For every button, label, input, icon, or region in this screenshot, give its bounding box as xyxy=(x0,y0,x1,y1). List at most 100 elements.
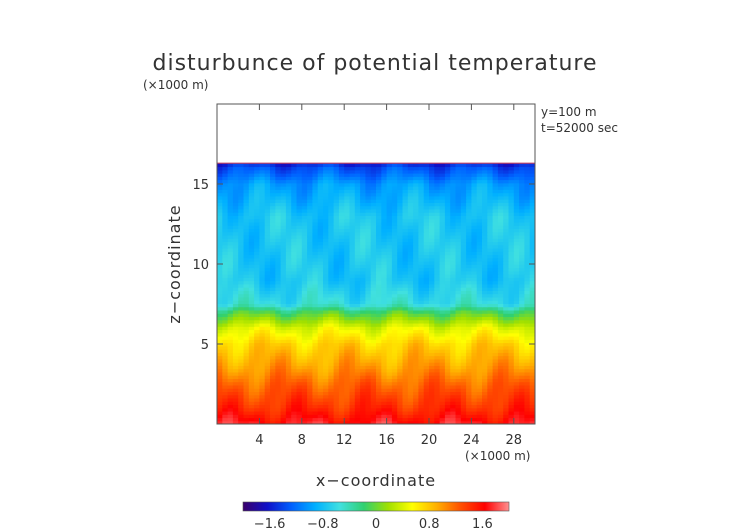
heatmap-cell xyxy=(492,225,499,229)
heatmap-cell xyxy=(238,404,245,409)
heatmap-cell xyxy=(264,221,271,226)
heatmap-cell xyxy=(301,218,308,223)
heatmap-cell xyxy=(222,391,229,396)
heatmap-cell xyxy=(232,225,239,229)
heatmap-cell xyxy=(227,362,234,366)
heatmap-cell xyxy=(487,306,494,311)
heatmap-cell xyxy=(344,189,351,194)
heatmap-cell xyxy=(280,208,287,213)
heatmap-cell xyxy=(402,234,409,239)
heatmap-cell xyxy=(323,384,329,389)
heatmap-cell xyxy=(513,283,520,288)
heatmap-cell xyxy=(439,234,446,239)
heatmap-cell xyxy=(338,388,345,392)
heatmap-cell xyxy=(280,355,287,360)
heatmap-cell xyxy=(243,280,250,285)
heatmap-cell xyxy=(301,234,308,239)
heatmap-cell xyxy=(407,264,414,269)
heatmap-cell xyxy=(503,381,510,386)
heatmap-cell xyxy=(370,195,377,200)
heatmap-cell xyxy=(529,247,535,252)
heatmap-cell xyxy=(349,241,356,246)
heatmap-cell xyxy=(434,339,441,344)
heatmap-cell xyxy=(434,195,441,200)
heatmap-cell xyxy=(439,172,446,177)
heatmap-cell xyxy=(365,375,372,379)
heatmap-cell xyxy=(476,199,483,203)
heatmap-cell xyxy=(280,319,287,324)
heatmap-cell xyxy=(248,267,255,272)
heatmap-cell xyxy=(407,205,414,210)
heatmap-cell xyxy=(482,371,488,376)
heatmap-cell xyxy=(407,283,414,288)
heatmap-cell xyxy=(222,166,229,171)
heatmap-cell xyxy=(227,169,234,174)
heatmap-cell xyxy=(280,195,287,200)
heatmap-cell xyxy=(482,381,488,386)
heatmap-cell xyxy=(450,322,457,327)
heatmap-cell xyxy=(471,313,478,318)
heatmap-cell xyxy=(227,326,234,331)
heatmap-cell xyxy=(434,352,441,357)
heatmap-cell xyxy=(259,384,266,389)
heatmap-cell xyxy=(524,257,531,262)
heatmap-cell xyxy=(450,274,457,278)
heatmap-cell xyxy=(232,179,239,184)
heatmap-cell xyxy=(423,192,430,197)
heatmap-cell xyxy=(418,163,425,168)
heatmap-cell xyxy=(217,277,223,282)
heatmap-cell xyxy=(301,303,308,308)
heatmap-cell xyxy=(270,322,276,327)
heatmap-cell xyxy=(466,234,472,239)
heatmap-cell xyxy=(487,208,494,213)
heatmap-cell xyxy=(344,169,351,174)
heatmap-cell xyxy=(243,241,250,246)
heatmap-cell xyxy=(296,417,303,422)
heatmap-cell xyxy=(338,358,345,363)
heatmap-cell xyxy=(455,195,462,200)
heatmap-cell xyxy=(402,391,409,396)
heatmap-cell xyxy=(270,234,276,239)
heatmap-cell xyxy=(407,410,414,415)
heatmap-cell xyxy=(386,397,393,402)
heatmap-cell xyxy=(508,401,515,406)
heatmap-cell xyxy=(259,270,266,275)
heatmap-cell xyxy=(482,384,488,389)
heatmap-cell xyxy=(354,247,361,252)
heatmap-cell xyxy=(280,234,287,239)
heatmap-cell xyxy=(344,319,351,324)
heatmap-cell xyxy=(391,189,398,194)
heatmap-cell xyxy=(238,251,245,256)
heatmap-cell xyxy=(434,254,441,259)
heatmap-cell xyxy=(386,261,393,265)
heatmap-cell xyxy=(492,195,499,200)
heatmap-cell xyxy=(503,182,510,187)
heatmap-cell xyxy=(307,189,313,194)
heatmap-cell xyxy=(376,234,382,239)
heatmap-cell xyxy=(423,254,430,259)
heatmap-cell xyxy=(370,234,377,239)
heatmap-cell xyxy=(434,368,441,373)
heatmap-cell xyxy=(301,290,308,295)
heatmap-cell xyxy=(471,339,478,344)
heatmap-cell xyxy=(429,381,435,386)
heatmap-cell xyxy=(328,381,335,386)
heatmap-cell xyxy=(418,182,425,187)
heatmap-cell xyxy=(232,329,239,334)
heatmap-cell xyxy=(307,179,313,184)
heatmap-cell xyxy=(259,303,266,308)
heatmap-cell xyxy=(397,280,404,285)
heatmap-cell xyxy=(243,290,250,295)
heatmap-cell xyxy=(323,316,329,321)
heatmap-cell xyxy=(217,335,223,340)
heatmap-cell xyxy=(391,182,398,187)
heatmap-cell xyxy=(503,195,510,200)
heatmap-cell xyxy=(328,199,335,203)
heatmap-cell xyxy=(238,261,245,265)
heatmap-cell xyxy=(391,335,398,340)
heatmap-cell xyxy=(248,172,255,177)
heatmap-cell xyxy=(301,189,308,194)
heatmap-cell xyxy=(254,172,260,177)
heatmap-cell xyxy=(455,401,462,406)
heatmap-cell xyxy=(466,202,472,207)
